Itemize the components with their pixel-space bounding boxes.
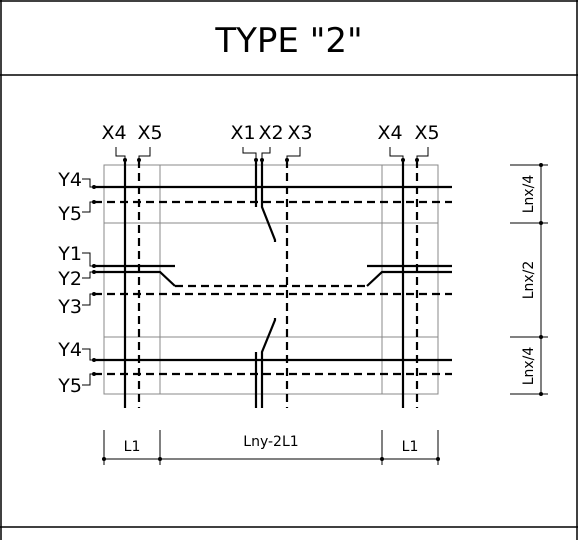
row-label-y4-top: Y4: [57, 169, 82, 191]
column-label-x4-left: X4: [101, 122, 126, 144]
row-leaders: [82, 178, 94, 386]
right-dimension-dots: [539, 163, 543, 396]
column-label-x2: X2: [258, 122, 283, 144]
column-leader-dots: [123, 158, 419, 162]
bottom-dimension-dots: [102, 457, 440, 461]
column-label-x1: X1: [230, 122, 255, 144]
row-label-y5-top: Y5: [57, 203, 82, 225]
dimension-label-lnx-4-bottom: Lnx/4: [521, 347, 537, 386]
column-label-x5-left: X5: [137, 122, 162, 144]
bar-y2-right: [366, 270, 452, 287]
row-label-y1: Y1: [57, 243, 82, 265]
dimension-label-l1-left: L1: [124, 439, 141, 455]
row-label-y4-bottom: Y4: [57, 339, 82, 361]
bar-x2-top: [260, 160, 277, 242]
bar-y2-left: [94, 270, 176, 287]
diagram-title: TYPE "2": [214, 21, 362, 61]
dimension-label-lnx-4-top: Lnx/4: [521, 175, 537, 214]
column-label-x5-right: X5: [414, 122, 439, 144]
row-label-y5-bottom: Y5: [57, 375, 82, 397]
column-label-x3: X3: [287, 122, 312, 144]
horizontal-bars-dashed: [94, 200, 452, 376]
horizontal-bars-solid: [94, 185, 452, 362]
bar-x2-bottom: [260, 318, 277, 408]
row-leader-dots: [92, 185, 96, 376]
dimension-label-l1-right: L1: [402, 439, 419, 455]
column-leaders: [115, 147, 429, 160]
dimension-label-lny-2l1: Lny-2L1: [243, 434, 298, 450]
row-label-y3: Y3: [57, 296, 82, 318]
column-label-x4-right: X4: [377, 122, 402, 144]
vertical-bars-solid: [123, 160, 405, 408]
vertical-bars-dashed: [137, 160, 419, 408]
dimension-label-lnx-2: Lnx/2: [521, 261, 537, 300]
panel-outline: [103, 164, 439, 395]
row-label-y2: Y2: [57, 268, 82, 290]
